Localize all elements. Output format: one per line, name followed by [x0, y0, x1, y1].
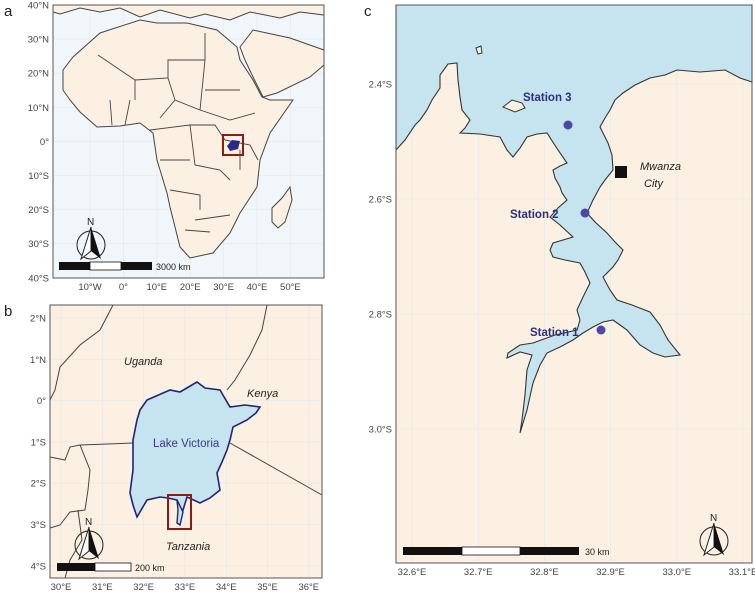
mwanza-gulf [176, 499, 184, 527]
y-tick-label: 20°S [28, 205, 49, 216]
x-tick-label: 32.8°E [530, 567, 559, 578]
europe-landmass [52, 4, 325, 21]
scale-label: 200 km [135, 563, 165, 573]
panel-b-frame [49, 304, 323, 579]
station-3-label: Station 3 [523, 92, 572, 104]
mwanza-gulf-water [395, 4, 753, 434]
label-lake-victoria: Lake Victoria [153, 438, 220, 450]
x-tick-label: 35°E [257, 582, 278, 593]
panel-a: a N 3000 km 40°N 30°N 20°N 10°N 0° 10°S 20°S 30… [4, 1, 325, 294]
station-1-label: Station 1 [530, 327, 579, 339]
x-tick-label: 33°E [175, 582, 196, 593]
north-arrow: N [699, 513, 729, 557]
panel-c-axes: 2.4°S 2.6°S 2.8°S 3.0°S 32.6°E 32.7°E 32.8°E 32… [369, 80, 755, 579]
scale-bar: 3000 km [59, 261, 191, 272]
panel-b-letter: b [4, 303, 12, 320]
station-2-marker [580, 208, 590, 218]
lake-victoria-marker [227, 140, 240, 151]
station-1-marker [596, 325, 606, 335]
y-tick-label: 3.0°S [369, 425, 392, 436]
panel-b: b Uganda Kenya Tanzania Lake Victoria N [4, 303, 323, 593]
x-tick-label: 10°W [78, 282, 101, 293]
lake-victoria [129, 381, 262, 520]
africa-landmass [62, 19, 294, 259]
madagascar-landmass [271, 185, 293, 229]
x-tick-label: 32.9°E [596, 567, 625, 578]
country-borders [97, 33, 259, 233]
label-uganda: Uganda [124, 356, 163, 368]
panel-c-frame [395, 4, 753, 564]
study-area-box [167, 494, 192, 530]
y-tick-label: 3°S [31, 520, 46, 531]
scale-label: 30 km [585, 547, 610, 557]
label-kenya: Kenya [247, 388, 278, 400]
y-tick-label: 2.8°S [369, 310, 392, 321]
scale-label: 3000 km [156, 262, 191, 272]
y-tick-label: 10°S [28, 171, 49, 182]
station-2-label: Station 2 [510, 209, 559, 221]
study-area-box [222, 134, 244, 156]
x-tick-label: 0° [119, 282, 128, 293]
x-tick-label: 34°E [216, 582, 237, 593]
x-tick-label: 50°E [280, 282, 301, 293]
y-tick-label: 2°N [30, 314, 46, 325]
x-tick-label: 32°E [133, 582, 154, 593]
panel-a-letter: a [4, 3, 13, 20]
x-tick-label: 33.1°E [729, 567, 755, 578]
panel-c: c Station 3 Station 2 Station 1 Mwanza C… [364, 3, 755, 578]
panel-b-axes: 2°N 1°N 0° 1°S 2°S 3°S 4°S 30°E 31°E 32°E 33°E 34°E… [30, 314, 319, 593]
panel-c-letter: c [364, 3, 372, 20]
y-tick-label: 2.6°S [369, 195, 392, 206]
label-tanzania: Tanzania [166, 541, 210, 553]
north-label: N [87, 217, 94, 228]
x-tick-label: 33.0°E [662, 567, 691, 578]
panel-a-frame [52, 4, 325, 279]
y-tick-label: 0° [40, 137, 49, 148]
city-label-line2: City [644, 178, 664, 190]
x-tick-label: 30°E [213, 282, 234, 293]
y-tick-label: 40°N [28, 1, 49, 12]
arabia-landmass [239, 29, 325, 98]
island [502, 99, 526, 113]
x-tick-label: 36°E [298, 582, 319, 593]
x-tick-label: 30°E [51, 582, 72, 593]
y-tick-label: 10°N [28, 103, 49, 114]
y-tick-label: 20°N [28, 69, 49, 80]
north-label: N [710, 513, 717, 524]
x-tick-label: 10°E [146, 282, 167, 293]
graticule [50, 305, 322, 578]
scale-bar: 30 km [403, 546, 610, 557]
y-tick-label: 2.4°S [369, 80, 392, 91]
y-tick-label: 1°S [31, 437, 46, 448]
y-tick-label: 4°S [31, 561, 46, 572]
x-tick-label: 32.7°E [464, 567, 493, 578]
north-arrow: N [76, 217, 106, 261]
panel-a-axes: 40°N 30°N 20°N 10°N 0° 10°S 20°S 30°S 40°S 10°W 0°… [28, 1, 301, 294]
x-tick-label: 20°E [180, 282, 201, 293]
y-tick-label: 30°S [28, 239, 49, 250]
y-tick-label: 40°S [28, 273, 49, 284]
x-tick-label: 40°E [247, 282, 268, 293]
scale-bar: 200 km [57, 562, 165, 573]
mwanza-city-marker [615, 166, 627, 178]
y-tick-label: 1°N [30, 355, 46, 366]
north-label: N [85, 517, 92, 528]
station-3-marker [563, 120, 573, 130]
north-arrow: N [74, 517, 104, 561]
x-tick-label: 32.6°E [398, 567, 427, 578]
x-tick-label: 31°E [92, 582, 113, 593]
y-tick-label: 30°N [28, 35, 49, 46]
y-tick-label: 2°S [31, 479, 46, 490]
island [475, 45, 483, 55]
city-label-line1: Mwanza [640, 161, 681, 173]
y-tick-label: 0° [37, 396, 46, 407]
